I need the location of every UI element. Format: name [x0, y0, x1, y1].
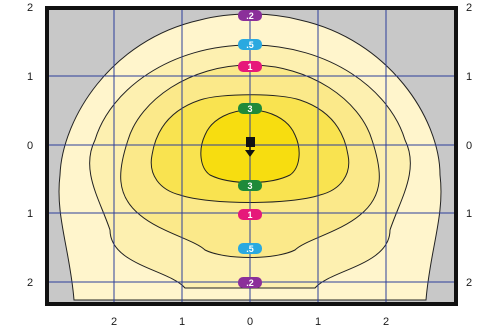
- x-tick-4: 2: [383, 316, 389, 328]
- y-tick-right-3: 1: [466, 208, 472, 220]
- contour-label-top-0-5: .5: [238, 39, 262, 50]
- contour-label-bottom-3: 3: [238, 180, 262, 191]
- contour-label-bottom-0-2: .2: [238, 277, 262, 288]
- contour-label-top-0-2: .2: [238, 10, 262, 21]
- contour-label-bottom-1: 1: [238, 209, 262, 220]
- y-tick-left-2: 0: [27, 140, 33, 152]
- luminaire-marker-icon: [245, 137, 255, 157]
- x-tick-2: 0: [247, 316, 253, 328]
- svg-text:.2: .2: [246, 278, 254, 288]
- plot-frame: [45, 6, 458, 306]
- svg-text:.2: .2: [246, 11, 254, 21]
- y-tick-left-1: 1: [27, 71, 33, 83]
- y-tick-right-0: 2: [466, 2, 472, 14]
- x-tick-labels: 2 1 0 1 2: [111, 316, 389, 328]
- contour-label-top-3: 3: [238, 103, 262, 114]
- y-tick-labels-right: 2 1 0 1 2: [466, 2, 472, 289]
- svg-text:3: 3: [247, 181, 252, 191]
- contour-labels: .2 .5 1 3 3 1 .5 .2: [238, 10, 262, 288]
- y-tick-left-0: 2: [27, 2, 33, 14]
- y-tick-right-1: 1: [466, 71, 472, 83]
- svg-text:3: 3: [247, 104, 252, 114]
- y-tick-right-2: 0: [466, 140, 472, 152]
- svg-text:1: 1: [247, 210, 252, 220]
- contour-label-top-1: 1: [238, 61, 262, 72]
- y-tick-left-3: 1: [27, 208, 33, 220]
- x-tick-3: 1: [315, 316, 321, 328]
- y-tick-left-4: 2: [27, 277, 33, 289]
- x-tick-1: 1: [179, 316, 185, 328]
- x-tick-0: 2: [111, 316, 117, 328]
- svg-text:.5: .5: [246, 244, 254, 254]
- contour-label-bottom-0-5: .5: [238, 243, 262, 254]
- svg-text:.5: .5: [246, 40, 254, 50]
- svg-text:1: 1: [247, 62, 252, 72]
- y-tick-right-4: 2: [466, 277, 472, 289]
- y-tick-labels-left: 2 1 0 1 2: [27, 2, 33, 289]
